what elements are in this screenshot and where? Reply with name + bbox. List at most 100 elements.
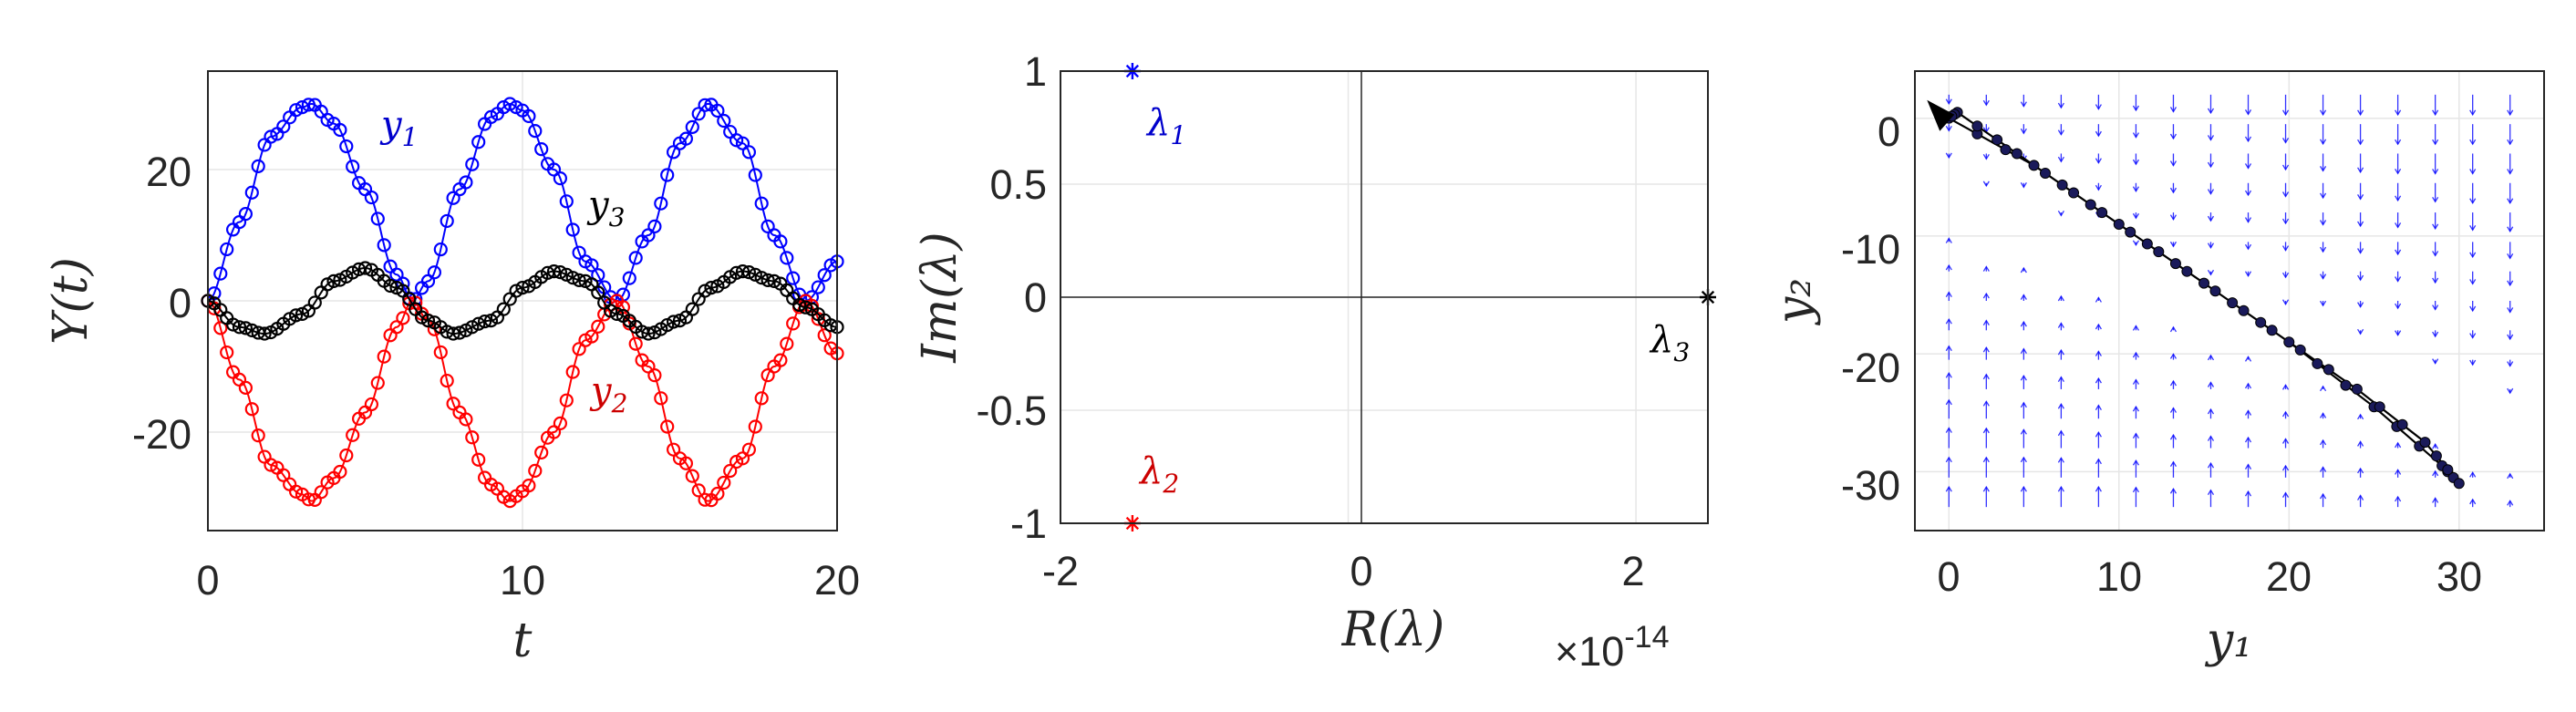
series-1-marker xyxy=(465,157,480,171)
quiver-head xyxy=(2320,466,2327,472)
p2-ytick-1: 0.5 xyxy=(989,161,1047,208)
quiver-head xyxy=(2132,212,2139,220)
quiver-head xyxy=(2432,251,2439,257)
series-1-marker xyxy=(748,168,762,182)
quiver-head xyxy=(2020,294,2027,300)
quiver-head xyxy=(2357,413,2364,420)
quiver-head xyxy=(2469,169,2477,175)
series-1-marker xyxy=(264,129,278,144)
quiver-head xyxy=(2020,320,2027,327)
quiver-head xyxy=(2320,246,2327,253)
quiver-head xyxy=(2320,192,2327,200)
quiver-head xyxy=(2095,130,2102,138)
series-1-marker xyxy=(459,175,473,190)
quiver-head xyxy=(2132,432,2139,439)
p1-annotation-y1: y1 xyxy=(379,104,418,152)
quiver-head xyxy=(2395,441,2402,449)
quiver-head xyxy=(2432,169,2439,175)
series-2-marker xyxy=(748,419,762,434)
series-2-marker xyxy=(723,463,738,479)
quiver-head xyxy=(2357,328,2364,335)
quiver-head xyxy=(2132,159,2139,166)
trajectory-marker xyxy=(2374,401,2385,413)
trajectory-marker xyxy=(2085,199,2096,211)
series-3-marker xyxy=(420,314,436,328)
trajectory-marker xyxy=(2011,148,2023,160)
trajectory-marker xyxy=(2198,277,2210,289)
series-1-marker xyxy=(289,103,304,118)
quiver-head xyxy=(1982,427,1990,434)
quiver-head xyxy=(2281,299,2290,305)
trajectory-marker xyxy=(2255,316,2267,328)
quiver-head xyxy=(2281,218,2290,225)
series-2-marker xyxy=(522,479,536,493)
series-2-marker xyxy=(389,320,404,335)
p3-xtick-0: 0 xyxy=(1937,553,1960,600)
series-3-marker xyxy=(572,273,586,287)
series-1-marker xyxy=(251,159,265,173)
series-1-marker xyxy=(559,194,574,209)
quiver-head xyxy=(2132,325,2139,331)
quiver-head xyxy=(2320,139,2327,146)
series-2-marker xyxy=(459,412,473,427)
p1-xlabel: t xyxy=(513,614,533,668)
quiver-head xyxy=(2020,101,2027,108)
quiver-head xyxy=(2357,194,2364,201)
series-1-marker xyxy=(433,242,448,257)
quiver-head xyxy=(2320,166,2327,172)
series-2-marker xyxy=(301,492,316,507)
quiver-head xyxy=(1982,456,1990,463)
series-1-marker xyxy=(220,242,234,257)
quiver-head xyxy=(2469,359,2477,366)
quiver-head xyxy=(2469,333,2477,339)
trajectory-marker xyxy=(2238,304,2250,316)
series-1-marker xyxy=(710,103,725,119)
p1-annotation-y2: y2 xyxy=(589,370,627,418)
quiver-head xyxy=(1945,345,1952,352)
quiver-head xyxy=(2469,139,2477,146)
series-3-marker xyxy=(357,261,373,275)
trajectory-marker xyxy=(2169,258,2181,270)
series-1-marker xyxy=(754,196,769,211)
p1-ytick-1: 0 xyxy=(169,280,191,326)
quiver-head xyxy=(2132,351,2139,358)
quiver-head xyxy=(2357,248,2364,254)
series-1-marker xyxy=(678,131,694,146)
quiver-head xyxy=(1945,291,1952,297)
quiver-head xyxy=(2395,276,2402,283)
quiver-head xyxy=(2507,334,2514,341)
p2-ytick-3: -0.5 xyxy=(976,387,1047,434)
series-2-marker xyxy=(780,336,794,351)
series-1-marker xyxy=(741,145,757,160)
series-1-marker xyxy=(698,98,712,112)
quiver-head xyxy=(2281,191,2290,198)
trajectory-marker xyxy=(2351,383,2363,395)
quiver-head xyxy=(2320,492,2327,500)
quiver-head xyxy=(2169,133,2178,140)
quiver-head xyxy=(2169,379,2178,387)
phase-portrait-panel: 0 10 20 30 0 -10 -20 -30 y₁ y₂ xyxy=(1767,70,2545,668)
p2-label-lambda2: λ2 xyxy=(1138,450,1179,499)
series-2-marker xyxy=(553,416,568,430)
trajectory-marker xyxy=(2125,226,2136,238)
quiver-head xyxy=(1945,263,1952,271)
p2-xtick-1: 0 xyxy=(1350,548,1372,594)
p3-ytick-3: -30 xyxy=(1841,462,1900,509)
quiver-head xyxy=(2469,109,2477,117)
series-1-marker xyxy=(333,122,347,138)
series-2-marker xyxy=(754,391,769,406)
p3-grid xyxy=(1915,71,2544,531)
series-3-marker xyxy=(591,285,605,300)
quiver-head xyxy=(2020,485,2027,492)
quiver-head xyxy=(2057,429,2064,437)
series-2-marker xyxy=(220,345,234,360)
quiver-head xyxy=(2207,461,2215,469)
quiver-head xyxy=(2207,354,2215,361)
quiver-head xyxy=(2132,240,2139,247)
quiver-head xyxy=(2281,438,2290,444)
series-1-marker xyxy=(786,271,801,285)
quiver-head xyxy=(2432,223,2439,231)
series-1-marker xyxy=(773,234,788,249)
p2-ytick-2: 0 xyxy=(1024,274,1047,321)
quiver-head xyxy=(2057,129,2064,136)
